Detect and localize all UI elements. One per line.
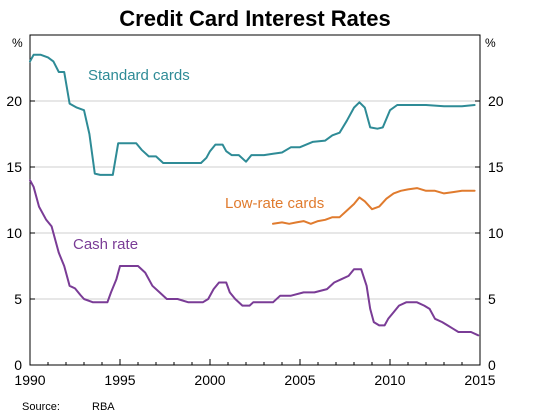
right-unit-label: % <box>485 36 496 50</box>
series-line-lowrate <box>272 187 476 225</box>
y-tick-label-right: 10 <box>488 225 504 241</box>
x-tick-label: 2015 <box>464 372 495 388</box>
grid-lines <box>30 100 480 300</box>
chart-title: Credit Card Interest Rates <box>119 6 390 31</box>
x-tick-label: 2010 <box>374 372 405 388</box>
x-tick-label: 2005 <box>284 372 315 388</box>
axis-ticks: 0 0 5 5 10 10 15 15 20 20 1990 1995 2000 2005 2010 2015 <box>6 93 503 388</box>
source-label: Source: <box>22 401 60 413</box>
source-value: RBA <box>92 401 115 413</box>
y-tick-label-left: 0 <box>14 357 22 373</box>
left-unit-label: % <box>12 36 23 50</box>
series-line-cash <box>29 179 480 337</box>
y-tick-label-right: 0 <box>488 357 496 373</box>
x-tick-label: 2000 <box>194 372 225 388</box>
series-line-standard <box>29 53 476 176</box>
y-tick-label-right: 5 <box>488 291 496 307</box>
y-tick-label-left: 10 <box>6 225 22 241</box>
y-tick-label-right: 15 <box>488 159 504 175</box>
series-label-standard-cards: Standard cards <box>88 67 190 84</box>
y-tick-label-left: 5 <box>14 291 22 307</box>
series-lines <box>29 53 480 337</box>
plot-frame <box>29 34 481 366</box>
y-tick-label-right: 20 <box>488 93 504 109</box>
x-tick-label: 1995 <box>104 372 135 388</box>
series-label-cash-rate: Cash rate <box>73 236 138 253</box>
series-label-low-rate-cards: Low-rate cards <box>225 195 324 212</box>
y-tick-label-left: 15 <box>6 159 22 175</box>
y-tick-label-left: 20 <box>6 93 22 109</box>
x-tick-label: 1990 <box>14 372 45 388</box>
